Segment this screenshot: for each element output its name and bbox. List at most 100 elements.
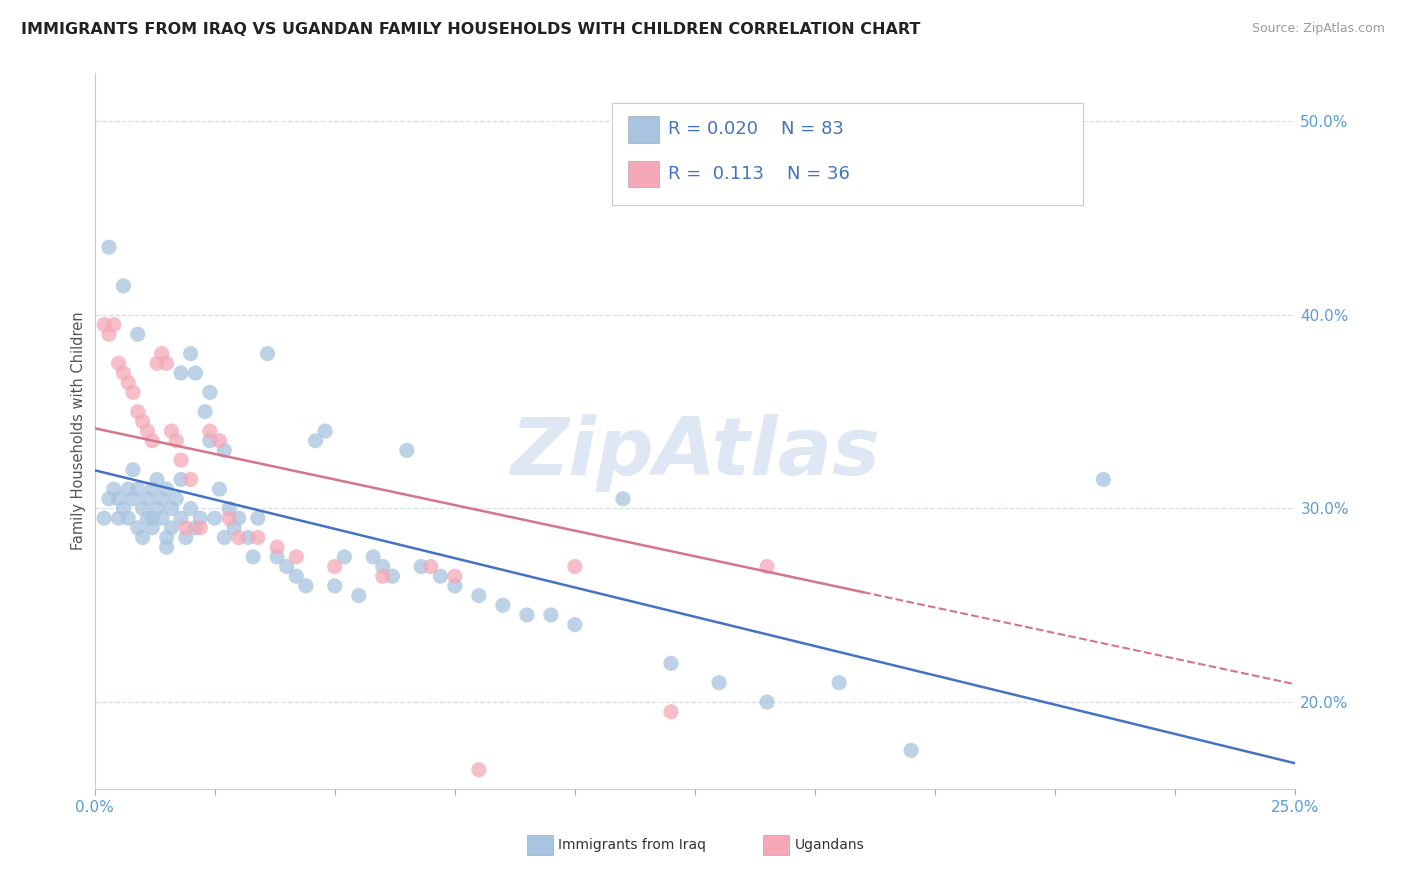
Point	[165, 491, 187, 506]
Point	[218, 501, 240, 516]
Point	[122, 463, 145, 477]
Point	[852, 134, 875, 148]
Point	[98, 327, 121, 342]
Y-axis label: Family Households with Children: Family Households with Children	[72, 311, 86, 550]
Point	[170, 453, 193, 467]
Point	[214, 443, 236, 458]
Point	[381, 569, 404, 583]
Point	[564, 617, 586, 632]
Text: Immigrants from Iraq: Immigrants from Iraq	[558, 838, 706, 852]
Point	[468, 763, 491, 777]
Point	[194, 405, 217, 419]
Point	[156, 356, 179, 370]
Point	[141, 511, 163, 525]
Point	[612, 491, 634, 506]
Point	[276, 559, 298, 574]
Point	[160, 501, 183, 516]
Point	[900, 743, 922, 757]
Point	[146, 356, 169, 370]
Point	[93, 511, 115, 525]
Point	[198, 424, 221, 438]
Point	[107, 491, 129, 506]
Text: R =  0.113    N = 36: R = 0.113 N = 36	[668, 165, 849, 183]
Point	[150, 511, 173, 525]
Point	[184, 521, 207, 535]
Point	[429, 569, 451, 583]
Point	[174, 531, 197, 545]
Point	[238, 531, 260, 545]
Point	[228, 531, 250, 545]
Point	[170, 473, 193, 487]
Point	[156, 482, 179, 496]
Point	[347, 589, 370, 603]
Point	[141, 482, 163, 496]
Point	[112, 279, 135, 293]
Point	[540, 607, 562, 622]
Point	[756, 695, 779, 709]
Point	[160, 521, 183, 535]
Point	[304, 434, 326, 448]
Point	[828, 675, 851, 690]
Point	[122, 385, 145, 400]
Point	[323, 559, 346, 574]
Point	[443, 569, 465, 583]
Point	[443, 579, 465, 593]
Point	[411, 559, 433, 574]
Point	[146, 473, 169, 487]
Point	[131, 414, 153, 428]
Point	[1092, 473, 1115, 487]
Text: Ugandans: Ugandans	[794, 838, 865, 852]
Point	[214, 531, 236, 545]
Text: R = 0.020    N = 83: R = 0.020 N = 83	[668, 120, 844, 138]
Point	[141, 521, 163, 535]
Text: Source: ZipAtlas.com: Source: ZipAtlas.com	[1251, 22, 1385, 36]
Point	[246, 531, 269, 545]
Point	[127, 327, 149, 342]
Point	[208, 434, 231, 448]
Point	[117, 376, 139, 390]
Point	[107, 511, 129, 525]
Point	[333, 549, 356, 564]
Point	[256, 346, 278, 360]
Point	[136, 491, 159, 506]
Point	[395, 443, 418, 458]
Text: ZipAtlas: ZipAtlas	[510, 414, 880, 491]
Point	[266, 549, 288, 564]
Point	[93, 318, 115, 332]
Point	[314, 424, 336, 438]
Point	[127, 405, 149, 419]
Point	[165, 434, 187, 448]
Point	[131, 501, 153, 516]
Point	[170, 366, 193, 380]
Point	[117, 511, 139, 525]
Point	[468, 589, 491, 603]
Point	[371, 559, 394, 574]
Point	[198, 385, 221, 400]
Point	[112, 501, 135, 516]
Point	[146, 501, 169, 516]
Point	[198, 434, 221, 448]
Point	[184, 366, 207, 380]
Point	[156, 540, 179, 554]
Point	[707, 675, 730, 690]
Point	[419, 559, 441, 574]
Point	[150, 491, 173, 506]
Point	[361, 549, 384, 564]
Point	[117, 482, 139, 496]
Point	[180, 473, 202, 487]
Point	[756, 559, 779, 574]
Point	[222, 521, 245, 535]
Point	[188, 511, 211, 525]
Point	[371, 569, 394, 583]
Point	[218, 511, 240, 525]
Point	[228, 511, 250, 525]
Point	[136, 511, 159, 525]
Point	[131, 531, 153, 545]
Point	[266, 540, 288, 554]
Point	[103, 482, 125, 496]
Point	[323, 579, 346, 593]
Point	[136, 424, 159, 438]
Text: IMMIGRANTS FROM IRAQ VS UGANDAN FAMILY HOUSEHOLDS WITH CHILDREN CORRELATION CHAR: IMMIGRANTS FROM IRAQ VS UGANDAN FAMILY H…	[21, 22, 921, 37]
Point	[107, 356, 129, 370]
Point	[112, 366, 135, 380]
